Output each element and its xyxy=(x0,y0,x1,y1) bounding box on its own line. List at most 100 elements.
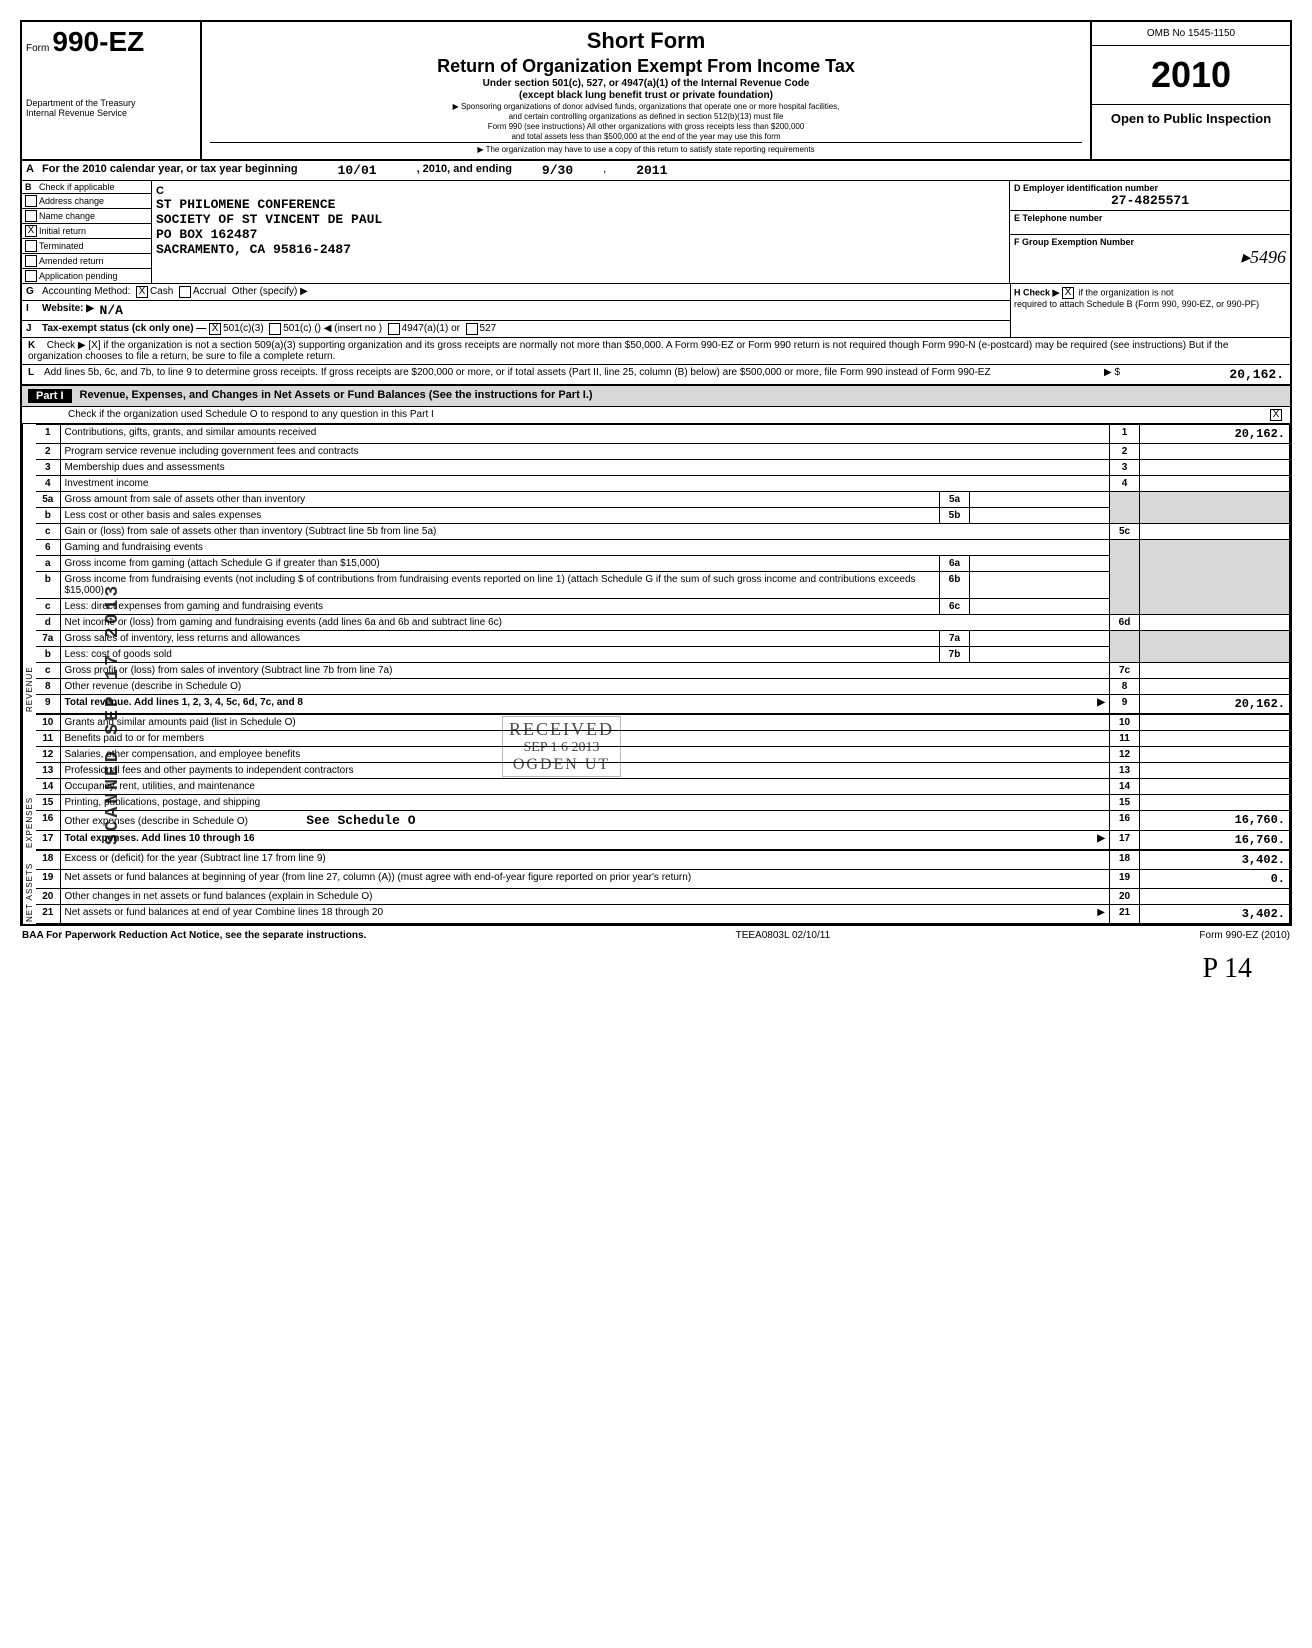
section-k: K Check ▶ [X] if the organization is not… xyxy=(22,338,1290,365)
part1-title: Revenue, Expenses, and Changes in Net As… xyxy=(80,389,593,403)
check-initial-return[interactable]: X xyxy=(25,225,37,237)
header-right: OMB No 1545-1150 2010 Open to Public Ins… xyxy=(1090,22,1290,159)
l6c-mval xyxy=(970,599,1110,615)
label-4947: 4947(a)(1) or xyxy=(402,323,460,335)
l12-num: 12 xyxy=(36,747,60,763)
l5c-desc: Gain or (loss) from sale of assets other… xyxy=(60,524,1110,540)
l11-num: 11 xyxy=(36,731,60,747)
l19-desc: Net assets or fund balances at beginning… xyxy=(60,870,1110,889)
l5c-rnum: 5c xyxy=(1110,524,1140,540)
check-501c[interactable] xyxy=(269,323,281,335)
l6a-mval xyxy=(970,556,1110,572)
l6b-desc: Gross income from fundraising events (no… xyxy=(60,572,940,599)
l8-desc: Other revenue (describe in Schedule O) xyxy=(60,679,1110,695)
l1-desc: Contributions, gifts, grants, and simila… xyxy=(60,425,1110,444)
l3-val xyxy=(1140,460,1290,476)
part1-header: Part I Revenue, Expenses, and Changes in… xyxy=(22,385,1290,407)
l18-num: 18 xyxy=(36,851,60,870)
l15-val xyxy=(1140,795,1290,811)
dept-irs: Internal Revenue Service xyxy=(26,108,196,118)
l16-num: 16 xyxy=(36,811,60,831)
ein-value: 27-4825571 xyxy=(1014,193,1286,208)
l6-num: 6 xyxy=(36,540,60,556)
l-text: Add lines 5b, 6c, and 7b, to line 9 to d… xyxy=(44,367,1104,382)
l7b-desc: Less: cost of goods sold xyxy=(60,647,940,663)
l16-tail: See Schedule O xyxy=(306,813,415,828)
side-expenses: EXPENSES xyxy=(22,714,36,850)
expenses-table: 10Grants and similar amounts paid (list … xyxy=(36,714,1290,850)
l17-val: 16,760. xyxy=(1140,831,1290,850)
check-h[interactable]: X xyxy=(1062,287,1074,299)
check-501c3[interactable]: X xyxy=(209,323,221,335)
revenue-table: 1Contributions, gifts, grants, and simil… xyxy=(36,424,1290,714)
section-def: D Employer identification number 27-4825… xyxy=(1010,181,1290,283)
side-net-assets: NET ASSETS xyxy=(22,850,36,924)
label-amended: Amended return xyxy=(39,256,104,266)
l12-rnum: 12 xyxy=(1110,747,1140,763)
subtitle-except: (except black lung benefit trust or priv… xyxy=(210,90,1082,101)
l6a-mnum: 6a xyxy=(940,556,970,572)
l5c-num: c xyxy=(36,524,60,540)
l9-desc-text: Total revenue. Add lines 1, 2, 3, 4, 5c,… xyxy=(65,697,303,708)
l19-rnum: 19 xyxy=(1110,870,1140,889)
l4-desc: Investment income xyxy=(60,476,1110,492)
check-cash[interactable]: X xyxy=(136,286,148,298)
line-a-mid: , 2010, and ending xyxy=(417,163,512,178)
l21-desc-text: Net assets or fund balances at end of ye… xyxy=(65,907,384,918)
check-address-change[interactable] xyxy=(25,195,37,207)
check-527[interactable] xyxy=(466,323,478,335)
l18-val: 3,402. xyxy=(1140,851,1290,870)
title-return: Return of Organization Exempt From Incom… xyxy=(210,56,1082,77)
subtitle-code: Under section 501(c), 527, or 4947(a)(1)… xyxy=(210,78,1082,89)
l14-val xyxy=(1140,779,1290,795)
subtitle-5: Form 990 (see instructions) All other or… xyxy=(210,122,1082,131)
j-tax-exempt: Tax-exempt status (ck only one) — xyxy=(42,323,206,335)
check-application-pending[interactable] xyxy=(25,270,37,282)
footer: BAA For Paperwork Reduction Act Notice, … xyxy=(20,926,1292,945)
l7b-mval xyxy=(970,647,1110,663)
part1-check-row: Check if the organization used Schedule … xyxy=(22,407,1290,424)
check-terminated[interactable] xyxy=(25,240,37,252)
label-other-specify: Other (specify) ▶ xyxy=(232,286,308,298)
l4-rnum: 4 xyxy=(1110,476,1140,492)
l16-val: 16,760. xyxy=(1140,811,1290,831)
l14-rnum: 14 xyxy=(1110,779,1140,795)
l18-desc: Excess or (deficit) for the year (Subtra… xyxy=(60,851,1110,870)
l5ab-grey-val xyxy=(1140,492,1290,524)
form-number: 990-EZ xyxy=(52,26,144,57)
l8-rnum: 8 xyxy=(1110,679,1140,695)
l3-desc: Membership dues and assessments xyxy=(60,460,1110,476)
l7a-desc: Gross sales of inventory, less returns a… xyxy=(60,631,940,647)
label-accrual: Accrual xyxy=(193,286,226,298)
l6c-num: c xyxy=(36,599,60,615)
l10-num: 10 xyxy=(36,715,60,731)
part1-label: Part I xyxy=(28,389,72,403)
l7a-num: 7a xyxy=(36,631,60,647)
l6b-desc-1: Gross income from fundraising events (no… xyxy=(65,574,304,585)
l10-rnum: 10 xyxy=(1110,715,1140,731)
check-accrual[interactable] xyxy=(179,286,191,298)
side-revenue: REVENUE xyxy=(22,424,36,714)
label-cash: Cash xyxy=(150,286,173,298)
check-amended[interactable] xyxy=(25,255,37,267)
l7b-mnum: 7b xyxy=(940,647,970,663)
rcv-line1: RECEIVED xyxy=(509,719,614,740)
l9-desc: Total revenue. Add lines 1, 2, 3, 4, 5c,… xyxy=(60,695,1110,714)
check-4947[interactable] xyxy=(388,323,400,335)
l5a-mnum: 5a xyxy=(940,492,970,508)
l7a-mnum: 7a xyxy=(940,631,970,647)
part1-check[interactable]: X xyxy=(1270,409,1282,421)
label-f-group: F Group Exemption Number xyxy=(1014,237,1286,247)
label-l: L xyxy=(28,367,44,382)
label-terminated: Terminated xyxy=(39,241,84,251)
dept-treasury: Department of the Treasury xyxy=(26,98,196,108)
label-address-change: Address change xyxy=(39,196,104,206)
part1-check-text: Check if the organization used Schedule … xyxy=(68,409,434,421)
check-name-change[interactable] xyxy=(25,210,37,222)
l7a-mval xyxy=(970,631,1110,647)
l2-desc: Program service revenue including govern… xyxy=(60,444,1110,460)
label-application-pending: Application pending xyxy=(39,271,118,281)
section-b-checks: BCheck if applicable Address change Name… xyxy=(22,181,152,283)
line-a-comma: , xyxy=(603,163,606,178)
org-name-2: SOCIETY OF ST VINCENT DE PAUL xyxy=(156,212,1005,227)
